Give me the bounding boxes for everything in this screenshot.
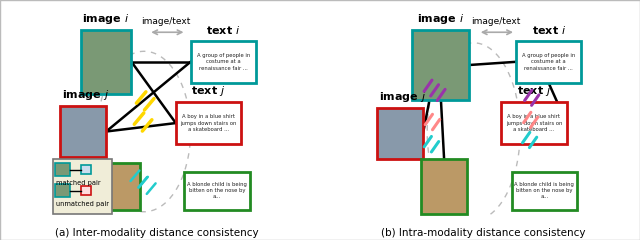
Bar <box>56 163 70 176</box>
Text: A blonde child is being
bitten on the nose by
a...: A blonde child is being bitten on the no… <box>515 182 574 199</box>
Text: image/text: image/text <box>141 17 191 26</box>
Bar <box>412 30 470 100</box>
Text: matched pair: matched pair <box>56 180 101 186</box>
Bar <box>81 165 92 174</box>
Bar <box>421 159 467 214</box>
Text: A group of people in
costume at a
renaissance fair ...: A group of people in costume at a renais… <box>196 53 250 71</box>
Bar <box>184 172 250 210</box>
Bar <box>191 41 256 83</box>
Bar <box>98 163 140 210</box>
Text: image/text: image/text <box>471 17 520 26</box>
Text: text $\mathit{j}$: text $\mathit{j}$ <box>191 84 226 98</box>
Text: A boy in a blue shirt
jumps down stairs on
a skateboard ...: A boy in a blue shirt jumps down stairs … <box>506 114 562 132</box>
Bar <box>176 102 241 144</box>
Text: text $\mathit{i}$: text $\mathit{i}$ <box>206 24 241 36</box>
Text: text $\mathit{j}$: text $\mathit{j}$ <box>516 84 551 98</box>
Bar <box>516 41 581 83</box>
Text: A blonde child is being
bitten on the nose by
a...: A blonde child is being bitten on the no… <box>187 182 247 199</box>
Text: A boy in a blue shirt
jumps down stairs on
a skateboard ...: A boy in a blue shirt jumps down stairs … <box>180 114 237 132</box>
Text: unmatched pair: unmatched pair <box>56 201 109 207</box>
Bar <box>53 159 113 214</box>
Bar <box>81 186 92 195</box>
Text: text $\mathit{i}$: text $\mathit{i}$ <box>531 24 566 36</box>
Bar <box>81 30 131 94</box>
Text: (b) Intra-modality distance consistency: (b) Intra-modality distance consistency <box>381 228 586 238</box>
Bar <box>501 102 566 144</box>
Text: image $\mathit{j}$: image $\mathit{j}$ <box>379 90 426 104</box>
Text: image $\mathit{i}$: image $\mathit{i}$ <box>83 12 130 26</box>
Bar <box>56 184 70 197</box>
Text: image $\mathit{i}$: image $\mathit{i}$ <box>417 12 465 26</box>
Bar <box>60 106 106 157</box>
Bar <box>376 108 423 159</box>
Text: image $\mathit{j}$: image $\mathit{j}$ <box>61 88 109 102</box>
Text: (a) Inter-modality distance consistency: (a) Inter-modality distance consistency <box>55 228 259 238</box>
Text: A group of people in
costume at a
renaissance fair ...: A group of people in costume at a renais… <box>522 53 575 71</box>
Bar <box>512 172 577 210</box>
